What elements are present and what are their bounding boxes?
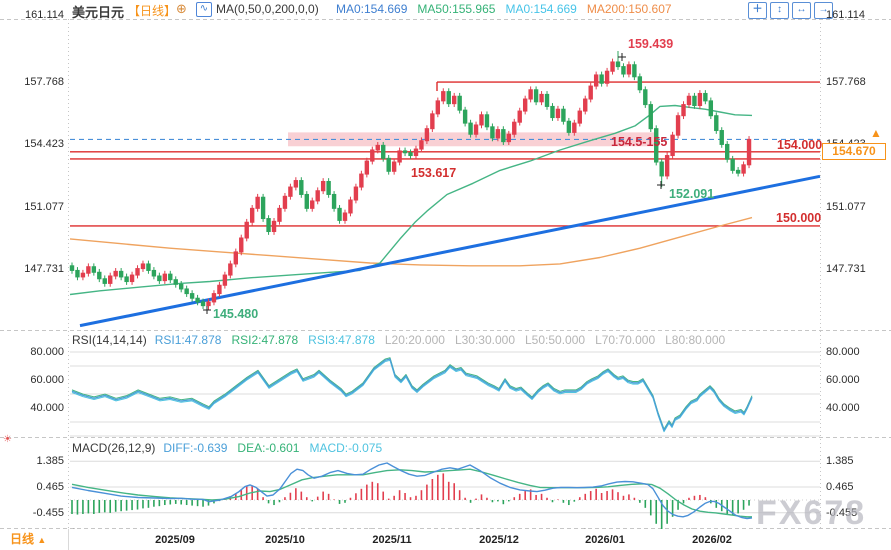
period-selector[interactable]: 日线 ▲ (0, 529, 69, 550)
y-scale-icon[interactable]: ↕ (770, 2, 789, 19)
ma-values: MA0:154.669 MA50:155.965 MA0:154.669 MA200:… (336, 2, 682, 16)
value-label: L70:70.000 (595, 333, 656, 347)
pan-icon[interactable]: ＋ (748, 2, 767, 19)
chart-toolbar: ＋ ↕ ↔ → (748, 2, 833, 19)
current-price-badge: 154.670 (822, 143, 886, 160)
symbol-title: 美元日元 (72, 5, 125, 20)
jump-latest-icon[interactable]: → (814, 2, 833, 19)
chart-type-icon[interactable]: ∿ (196, 2, 212, 17)
scroll-to-latest-icon[interactable]: ▲ (870, 126, 882, 140)
date-label: 2026/01 (585, 534, 625, 546)
value-label: MA50:155.965 (417, 2, 496, 16)
time-axis-bar: 日线 ▲ 2025/09 2025/10 2025/11 2025/12 2026/01… (0, 529, 891, 550)
value-label: MACD:-0.075 (309, 441, 383, 455)
value-label: RSI1:47.878 (154, 333, 222, 347)
period-selector-label: 日线 (10, 532, 35, 546)
chevron-up-icon: ▲ (37, 535, 47, 545)
macd-header: MACD(26,12,9) DIFF:-0.639 DEA:-0.601 MACD:-… (72, 441, 392, 455)
value-label: L80:80.000 (665, 333, 726, 347)
value-label: MA0:154.669 (336, 2, 408, 16)
rsi-values: RSI1:47.878 RSI2:47.878 RSI3:47.878 L20:20.… (155, 333, 735, 347)
indicator-settings-icon[interactable]: ☀ (3, 434, 12, 445)
value-label: RSI2:47.878 (231, 333, 299, 347)
chart-header: 美元日元 【日线】 ⊕ ∿ MA(0,50,0,200,0,0) MA0:154… (0, 0, 891, 20)
watermark: FX678 (756, 494, 867, 532)
rsi-header: RSI(14,14,14) RSI1:47.878 RSI2:47.878 RSI3:… (72, 333, 735, 347)
value-label: DEA:-0.601 (237, 441, 300, 455)
x-scale-icon[interactable]: ↔ (792, 2, 811, 19)
date-label: 2025/09 (155, 534, 195, 546)
value-label: MA200:150.607 (586, 2, 672, 16)
value-label: L50:50.000 (525, 333, 586, 347)
macd-values: DIFF:-0.639 DEA:-0.601 MACD:-0.075 (163, 441, 392, 455)
date-label: 2026/02 (692, 534, 732, 546)
value-label: L20:20.000 (384, 333, 445, 347)
ma-settings-label: MA(0,50,0,200,0,0) (216, 2, 319, 16)
value-label: DIFF:-0.639 (163, 441, 228, 455)
macd-title: MACD(26,12,9) (72, 441, 156, 455)
date-label: 2025/12 (479, 534, 519, 546)
value-label: MA0:154.669 (505, 2, 577, 16)
value-label: RSI3:47.878 (308, 333, 375, 347)
rsi-title: RSI(14,14,14) (72, 333, 147, 347)
date-label: 2025/10 (265, 534, 305, 546)
add-indicator-icon[interactable]: ⊕ (176, 1, 187, 16)
date-label: 2025/11 (372, 534, 412, 546)
value-label: L30:30.000 (454, 333, 515, 347)
period-tag: 【日线】 (128, 4, 177, 18)
